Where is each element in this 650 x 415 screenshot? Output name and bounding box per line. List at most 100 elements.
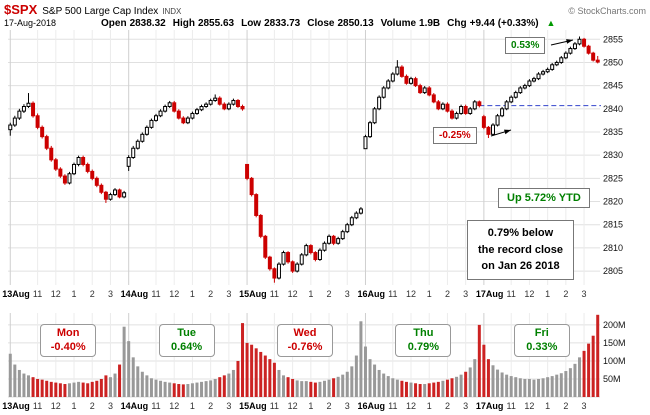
candlestick-series [8, 36, 600, 283]
day-stat-fri: Fri 0.33% [513, 324, 570, 357]
x-axis-hour-label: 12 [524, 289, 534, 299]
x-axis-day-label: 17Aug [476, 289, 504, 299]
quote-open-label: Open [101, 18, 127, 29]
quote-chg-value: +9.44 (+0.33%) [469, 18, 539, 29]
x-axis-hour-label: 2 [90, 289, 95, 299]
copyright-label: © StockCharts.com [568, 6, 646, 16]
price-axis-label: 2855 [603, 34, 623, 44]
price-axis-label: 2850 [603, 57, 623, 67]
x-axis-hour-label: 1 [72, 401, 77, 411]
price-axis-label: 2830 [603, 150, 623, 160]
x-axis-hour-label: 2 [90, 401, 95, 411]
x-axis-hour-label: 1 [308, 401, 313, 411]
x-axis-hour-label: 2 [445, 401, 450, 411]
x-axis-day-label: 15Aug [239, 289, 267, 299]
x-axis-hour-label: 3 [226, 401, 231, 411]
x-axis-day-label: 16Aug [357, 401, 385, 411]
day-stat-pct: -0.76% [287, 341, 323, 353]
x-axis-hour-label: 12 [51, 401, 61, 411]
day-stat-pct: 0.79% [407, 341, 439, 353]
x-axis-hour-label: 12 [288, 289, 298, 299]
volume-axis-label: 150M [603, 338, 626, 348]
day-stat-label: Tue [177, 327, 196, 339]
x-axis-hour-label: 1 [427, 289, 432, 299]
x-axis-hour-label: 2 [208, 401, 213, 411]
x-axis-hour-label: 1 [545, 289, 550, 299]
day-stat-wed: Wed -0.76% [277, 324, 333, 357]
x-axis-hour-label: 11 [270, 401, 279, 411]
annotation-arrows [490, 39, 574, 137]
x-axis-hour-label: 11 [33, 401, 42, 411]
volume-series [8, 314, 600, 397]
x-axis-hour-label: 3 [345, 401, 350, 411]
index-name: S&P 500 Large Cap Index [42, 6, 159, 17]
x-axis-hour-label: 11 [151, 289, 160, 299]
price-axis-label: 2825 [603, 173, 623, 183]
x-axis-hour-label: 12 [288, 401, 298, 411]
volume-axis-label: 100M [603, 356, 626, 366]
x-axis-hour-label: 1 [190, 401, 195, 411]
day-stat-label: Fri [534, 327, 549, 339]
title-row: $SPX S&P 500 Large Cap Index INDX © Stoc… [0, 0, 650, 17]
x-axis-hour-label: 1 [427, 401, 432, 411]
x-axis-hour-label: 3 [226, 289, 231, 299]
day-stat-tue: Tue 0.64% [158, 324, 215, 357]
x-axis-hour-label: 11 [388, 289, 397, 299]
quote-close-value: 2850.13 [337, 18, 374, 29]
x-axis-day-label: 17Aug [476, 401, 504, 411]
quote-high-value: 2855.63 [197, 18, 235, 29]
x-axis-day-label: 16Aug [357, 289, 385, 299]
x-axis-hour-label: 3 [463, 289, 468, 299]
day-stat-pct: 0.64% [170, 341, 203, 353]
x-axis-hour-label: 3 [582, 289, 587, 299]
x-axis-hour-label: 3 [345, 289, 350, 299]
quote-close-label: Close [307, 18, 335, 29]
x-axis-hour-label: 2 [327, 401, 332, 411]
x-axis-hour-label: 1 [308, 289, 313, 299]
annotation-low-pct: -0.25% [433, 127, 477, 144]
ticker-symbol: $SPX [4, 2, 38, 17]
x-axis-hour-label: 11 [151, 401, 160, 411]
x-axis-day-label: 14Aug [121, 289, 149, 299]
x-axis-hour-label: 2 [445, 289, 450, 299]
day-stat-label: Wed [293, 327, 317, 339]
x-axis-hour-label: 12 [169, 289, 179, 299]
x-axis-hour-label: 12 [406, 401, 416, 411]
x-axis-hour-label: 12 [51, 289, 61, 299]
annotation-ytd: Up 5.72% YTD [498, 188, 590, 208]
chart-date: 17-Aug-2018 [4, 18, 57, 28]
price-axis-label: 2810 [603, 243, 623, 253]
x-axis-hour-label: 2 [563, 289, 568, 299]
quote-volume-value: 1.9B [419, 18, 441, 29]
quote-chg-label: Chg [447, 18, 467, 29]
day-stat-thu: Thu 0.79% [395, 324, 452, 357]
quote-volume-label: Volume [380, 18, 417, 29]
day-stat-label: Mon [56, 327, 80, 339]
quote-high-label: High [172, 18, 195, 29]
x-axis-hour-label: 12 [406, 289, 416, 299]
price-axis-label: 2805 [603, 266, 623, 276]
x-axis-day-label: 13Aug [2, 401, 30, 411]
x-axis-hour-label: 11 [388, 401, 397, 411]
price-axis-label: 2820 [603, 197, 623, 207]
x-axis-hour-label: 3 [108, 289, 113, 299]
up-arrow-icon: ▲ [546, 18, 556, 28]
x-axis-hour-label: 1 [190, 289, 195, 299]
x-axis-hour-label: 11 [507, 401, 516, 411]
x-axis-hour-label: 3 [108, 401, 113, 411]
x-axis-hour-label: 3 [582, 401, 587, 411]
quote-low-value: 2833.73 [264, 18, 301, 29]
x-axis-hour-label: 3 [463, 401, 468, 411]
quote-low-label: Low [241, 18, 262, 29]
day-stat-mon: Mon -0.40% [40, 324, 97, 357]
x-axis-hour-label: 2 [563, 401, 568, 411]
price-axis-label: 2845 [603, 81, 623, 91]
volume-axis-label: 200M [603, 320, 626, 330]
day-stat-label: Thu [413, 327, 434, 339]
chart-header: $SPX S&P 500 Large Cap Index INDX © Stoc… [0, 0, 650, 29]
day-stat-pct: 0.33% [526, 341, 558, 353]
x-axis-hour-label: 11 [270, 289, 279, 299]
axis-labels: 2855 2850 2845 2840 2835 2830 2825 2820 2815 2810… [2, 34, 625, 411]
x-axis-hour-label: 1 [72, 289, 77, 299]
